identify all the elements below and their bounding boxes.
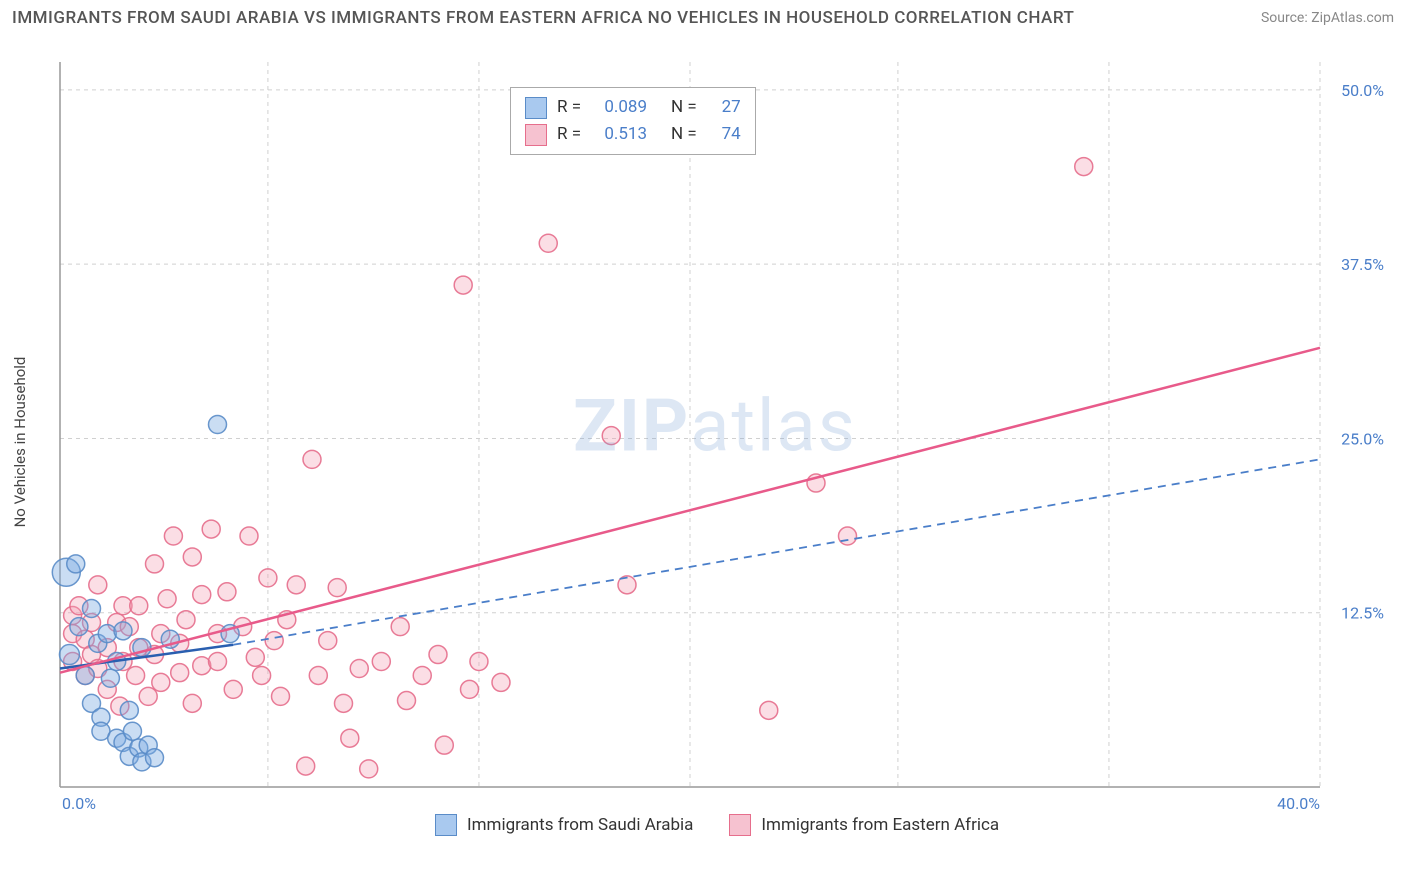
legend-swatch bbox=[525, 97, 547, 119]
legend-r-label: R = bbox=[557, 121, 581, 148]
data-point bbox=[1075, 158, 1093, 176]
legend-n-value: 27 bbox=[707, 94, 741, 121]
data-point bbox=[391, 618, 409, 636]
data-point bbox=[202, 520, 220, 538]
data-point bbox=[492, 673, 510, 691]
data-point bbox=[224, 680, 242, 698]
legend-r-value: 0.089 bbox=[591, 94, 647, 121]
data-point bbox=[328, 579, 346, 597]
data-point bbox=[240, 527, 258, 545]
data-point bbox=[98, 625, 116, 643]
legend-row: R = 0.089 N = 27 bbox=[525, 94, 741, 121]
data-point bbox=[209, 653, 227, 671]
data-point bbox=[152, 673, 170, 691]
svg-text:50.0%: 50.0% bbox=[1341, 81, 1384, 100]
scatter-plot: 12.5% 25.0% 37.5% 50.0% 0.0% 40.0% bbox=[50, 42, 1390, 842]
data-point bbox=[319, 632, 337, 650]
data-point bbox=[350, 659, 368, 677]
data-point bbox=[89, 576, 107, 594]
data-point bbox=[183, 548, 201, 566]
data-point bbox=[461, 680, 479, 698]
data-point bbox=[360, 760, 378, 778]
chart-area: No Vehicles in Household 12.5%25.0%37.5%… bbox=[40, 42, 1390, 842]
svg-text:37.5%: 37.5% bbox=[1341, 255, 1384, 274]
data-point bbox=[265, 632, 283, 650]
legend-label: Immigrants from Saudi Arabia bbox=[467, 815, 693, 835]
chart-source: Source: ZipAtlas.com bbox=[1261, 10, 1394, 26]
data-point bbox=[335, 694, 353, 712]
data-point bbox=[253, 666, 271, 684]
data-point bbox=[246, 648, 264, 666]
data-point bbox=[470, 653, 488, 671]
svg-text:12.5%: 12.5% bbox=[1341, 604, 1384, 623]
data-point bbox=[218, 583, 236, 601]
data-point bbox=[429, 646, 447, 664]
data-point bbox=[398, 692, 416, 710]
data-point bbox=[372, 653, 390, 671]
data-point bbox=[193, 586, 211, 604]
data-point bbox=[303, 450, 321, 468]
data-point bbox=[297, 757, 315, 775]
data-point bbox=[171, 664, 189, 682]
legend-n-value: 74 bbox=[707, 121, 741, 148]
data-point bbox=[309, 666, 327, 684]
svg-text:40.0%: 40.0% bbox=[1277, 794, 1320, 813]
legend-n-label: N = bbox=[671, 121, 697, 148]
legend-r-value: 0.513 bbox=[591, 121, 647, 148]
data-point bbox=[413, 666, 431, 684]
data-point bbox=[209, 416, 227, 434]
legend-swatch bbox=[435, 814, 457, 836]
data-point bbox=[146, 749, 164, 767]
data-point bbox=[272, 687, 290, 705]
data-point bbox=[259, 569, 277, 587]
data-point bbox=[123, 722, 141, 740]
legend-swatch bbox=[729, 814, 751, 836]
data-point bbox=[539, 234, 557, 252]
legend-r-label: R = bbox=[557, 94, 581, 121]
legend-item: Immigrants from Saudi Arabia bbox=[435, 814, 693, 836]
svg-text:0.0%: 0.0% bbox=[62, 794, 96, 813]
data-point bbox=[146, 555, 164, 573]
y-axis-label: No Vehicles in Household bbox=[11, 357, 29, 528]
data-point bbox=[183, 694, 201, 712]
data-point bbox=[76, 666, 94, 684]
data-point bbox=[435, 736, 453, 754]
data-point bbox=[70, 618, 88, 636]
data-point bbox=[158, 590, 176, 608]
legend-item: Immigrants from Eastern Africa bbox=[729, 814, 999, 836]
data-point bbox=[454, 276, 472, 294]
data-point bbox=[67, 555, 85, 573]
data-point bbox=[130, 597, 148, 615]
data-point bbox=[341, 729, 359, 747]
svg-text:25.0%: 25.0% bbox=[1341, 429, 1384, 448]
data-point bbox=[760, 701, 778, 719]
data-point bbox=[839, 527, 857, 545]
legend-label: Immigrants from Eastern Africa bbox=[761, 815, 999, 835]
data-point bbox=[59, 645, 79, 665]
series-legend: Immigrants from Saudi Arabia Immigrants f… bbox=[435, 814, 999, 836]
data-point bbox=[127, 666, 145, 684]
legend-n-label: N = bbox=[671, 94, 697, 121]
correlation-legend: R = 0.089 N = 27 R = 0.513 N = 74 bbox=[510, 87, 756, 155]
data-point bbox=[101, 669, 119, 687]
chart-header: IMMIGRANTS FROM SAUDI ARABIA VS IMMIGRAN… bbox=[0, 0, 1406, 32]
data-point bbox=[164, 527, 182, 545]
data-point bbox=[114, 622, 132, 640]
data-point bbox=[120, 701, 138, 719]
legend-swatch bbox=[525, 124, 547, 146]
data-point bbox=[139, 687, 157, 705]
data-point bbox=[177, 611, 195, 629]
data-point bbox=[287, 576, 305, 594]
legend-row: R = 0.513 N = 74 bbox=[525, 121, 741, 148]
data-point bbox=[83, 600, 101, 618]
chart-title: IMMIGRANTS FROM SAUDI ARABIA VS IMMIGRAN… bbox=[12, 8, 1074, 28]
data-point bbox=[602, 427, 620, 445]
